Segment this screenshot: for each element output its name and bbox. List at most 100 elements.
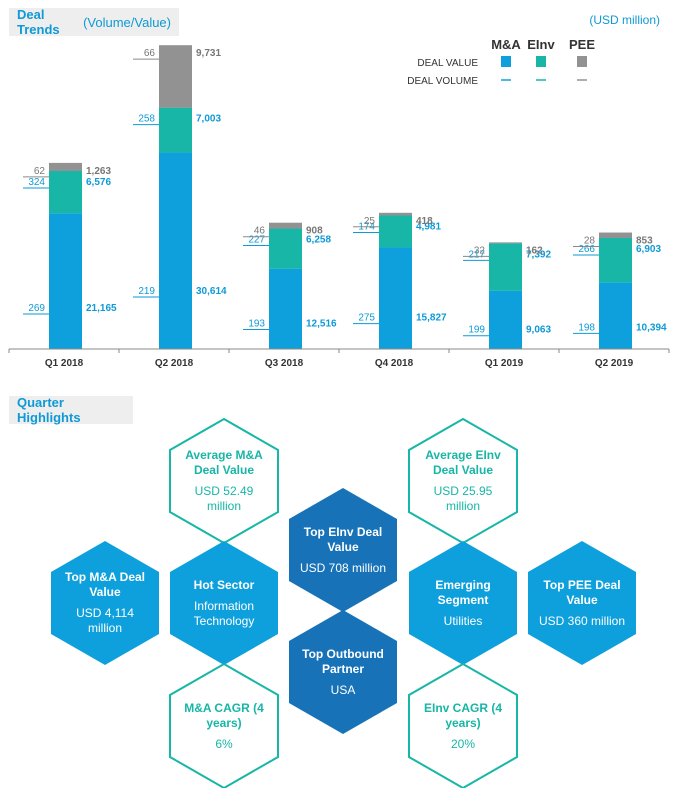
hex-value: USD 708 million	[299, 560, 387, 575]
hexagon-shape	[408, 663, 518, 788]
volume-label: 198	[578, 322, 595, 333]
value-label: 7,392	[526, 249, 551, 260]
legend-series-label: PEE	[569, 37, 595, 52]
x-tick-label: Q4 2018	[375, 358, 414, 369]
value-label: 853	[636, 236, 653, 247]
hex-value: USD 25.95 million	[433, 484, 493, 513]
value-label: 6,903	[636, 244, 661, 255]
volume-label: 219	[138, 286, 155, 297]
bar-ma	[599, 282, 632, 349]
hex-average-einv-deal-value: Average EInv Deal Value USD 25.95 million	[408, 418, 518, 544]
hex-value: 6%	[215, 736, 233, 751]
volume-label: 25	[364, 216, 376, 227]
volume-label: 193	[248, 319, 265, 330]
hex-title: Top PEE Deal Value	[543, 577, 621, 607]
x-tick-label: Q1 2018	[45, 358, 84, 369]
value-label: 10,394	[636, 322, 667, 333]
volume-label: 28	[584, 236, 596, 247]
hexagon-shape	[51, 541, 159, 665]
volume-label: 258	[138, 114, 155, 125]
value-label: 12,516	[306, 319, 337, 330]
hex-top-einv-deal-value: Top EInv Deal Value USD 708 million	[288, 487, 398, 613]
hex-value: Utilities	[443, 613, 483, 628]
hexagon-shape	[289, 610, 397, 734]
hex-value: USA	[330, 682, 356, 697]
deal-trends-header: Deal Trends (Volume/Value)	[9, 7, 179, 37]
volume-label: 227	[248, 235, 265, 246]
bar-pee	[599, 232, 632, 239]
value-label: 418	[416, 216, 433, 227]
bar-pee	[269, 222, 302, 229]
hex-einv-cagr: EInv CAGR (4 years) 20%	[408, 663, 518, 788]
value-label: 30,614	[196, 286, 227, 297]
legend-value-swatch	[536, 56, 546, 67]
bar-ma	[159, 152, 192, 349]
deal-trends-chart: M&A EInv PEE DEAL VALUE DEAL VOLUME 21,165 269…	[8, 37, 670, 369]
hex-title: EInv CAGR (4 years)	[423, 700, 502, 730]
value-label: 908	[306, 226, 323, 237]
hex-title: Average EInv Deal Value	[425, 448, 501, 477]
hex-title: Emerging Segment	[435, 577, 491, 607]
hex-top-pee-deal-value: Top PEE Deal Value USD 360 million	[527, 540, 637, 666]
bar-einv	[379, 215, 412, 248]
bar-einv	[269, 228, 302, 269]
volume-label: 324	[28, 177, 45, 188]
value-label: 15,827	[416, 313, 447, 324]
hexagon-shape	[409, 541, 517, 665]
value-label: 4,981	[416, 221, 441, 232]
x-tick-label: Q2 2018	[155, 358, 194, 369]
bar-pee	[49, 162, 82, 171]
legend-series-label: M&A	[491, 37, 521, 52]
hexagon-shape	[408, 418, 518, 544]
hex-top-ma-deal-value: Top M&A Deal Value USD 4,114 million	[50, 540, 160, 666]
bar-pee	[159, 45, 192, 108]
hex-ma-cagr: M&A CAGR (4 years) 6%	[169, 663, 279, 788]
volume-label: 217	[468, 249, 485, 260]
hex-title: Top EInv Deal Value	[303, 524, 383, 554]
volume-label: 266	[578, 244, 595, 255]
hexagon-shape	[528, 541, 636, 665]
hex-average-ma-deal-value: Average M&A Deal Value USD 52.49 million	[169, 418, 279, 544]
bar-einv	[49, 170, 82, 214]
hexagon-shape	[289, 488, 397, 612]
legend-series-label: EInv	[527, 37, 555, 52]
hex-value: Information Technology	[193, 598, 255, 628]
x-tick-label: Q3 2018	[265, 358, 304, 369]
deal-trends-subtitle: (Volume/Value)	[83, 14, 171, 30]
hex-emerging-segment: Emerging Segment Utilities	[408, 540, 518, 666]
value-label: 162	[526, 245, 543, 256]
bar-ma	[49, 213, 82, 349]
volume-label: 269	[28, 303, 45, 314]
deal-trends-title: Deal Trends	[17, 7, 60, 37]
volume-label: 32	[474, 245, 486, 256]
hex-title: M&A CAGR (4 years)	[184, 700, 264, 730]
hexagon-shape	[169, 663, 279, 788]
bar-pee	[489, 242, 522, 244]
hex-value: USD 4,114 million	[76, 606, 134, 635]
hex-title: Hot Sector	[193, 577, 255, 592]
hex-top-outbound-partner: Top Outbound Partner USA	[288, 609, 398, 735]
hexagon-shape	[169, 418, 279, 544]
legend-value-swatch	[501, 56, 511, 67]
quarter-highlights-header: Quarter Highlights	[9, 395, 133, 425]
bar-einv	[489, 243, 522, 291]
volume-label: 66	[144, 48, 156, 59]
quarter-highlights-title: Quarter Highlights	[17, 395, 81, 425]
legend-row-deal-value: DEAL VALUE	[417, 58, 478, 69]
value-label: 6,258	[306, 235, 331, 246]
bar-pee	[379, 212, 412, 216]
value-label: 7,003	[196, 114, 221, 125]
bar-ma	[269, 268, 302, 349]
volume-label: 199	[468, 325, 485, 336]
value-label: 21,165	[86, 303, 117, 314]
value-label: 9,731	[196, 48, 221, 59]
hex-title: Average M&A Deal Value	[185, 448, 263, 477]
hex-value: USD 52.49 million	[194, 484, 254, 513]
bar-ma	[489, 290, 522, 349]
volume-label: 62	[34, 166, 46, 177]
unit-label: (USD million)	[589, 13, 660, 27]
volume-label: 46	[254, 226, 266, 237]
bar-ma	[379, 247, 412, 349]
hex-value: USD 360 million	[538, 613, 626, 628]
hexagon-shape	[170, 541, 278, 665]
